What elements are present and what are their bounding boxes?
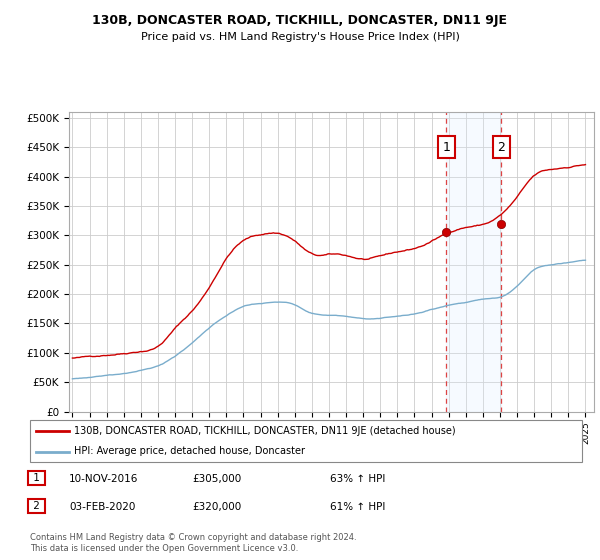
Text: 1: 1 [30,473,43,483]
Text: Contains HM Land Registry data © Crown copyright and database right 2024.
This d: Contains HM Land Registry data © Crown c… [30,533,356,553]
Bar [446,112,502,412]
Text: 61% ↑ HPI: 61% ↑ HPI [330,502,385,512]
Text: 03-FEB-2020: 03-FEB-2020 [69,502,136,512]
FancyBboxPatch shape [30,420,582,462]
Text: 1: 1 [442,141,450,154]
Text: 2: 2 [30,501,43,511]
Text: HPI: Average price, detached house, Doncaster: HPI: Average price, detached house, Donc… [74,446,305,456]
Text: 130B, DONCASTER ROAD, TICKHILL, DONCASTER, DN11 9JE (detached house): 130B, DONCASTER ROAD, TICKHILL, DONCASTE… [74,426,456,436]
Text: 63% ↑ HPI: 63% ↑ HPI [330,474,385,484]
Text: 2: 2 [497,141,505,154]
Text: £305,000: £305,000 [192,474,241,484]
Text: 10-NOV-2016: 10-NOV-2016 [69,474,139,484]
Text: Price paid vs. HM Land Registry's House Price Index (HPI): Price paid vs. HM Land Registry's House … [140,32,460,43]
Text: £320,000: £320,000 [192,502,241,512]
Text: 130B, DONCASTER ROAD, TICKHILL, DONCASTER, DN11 9JE: 130B, DONCASTER ROAD, TICKHILL, DONCASTE… [92,14,508,27]
